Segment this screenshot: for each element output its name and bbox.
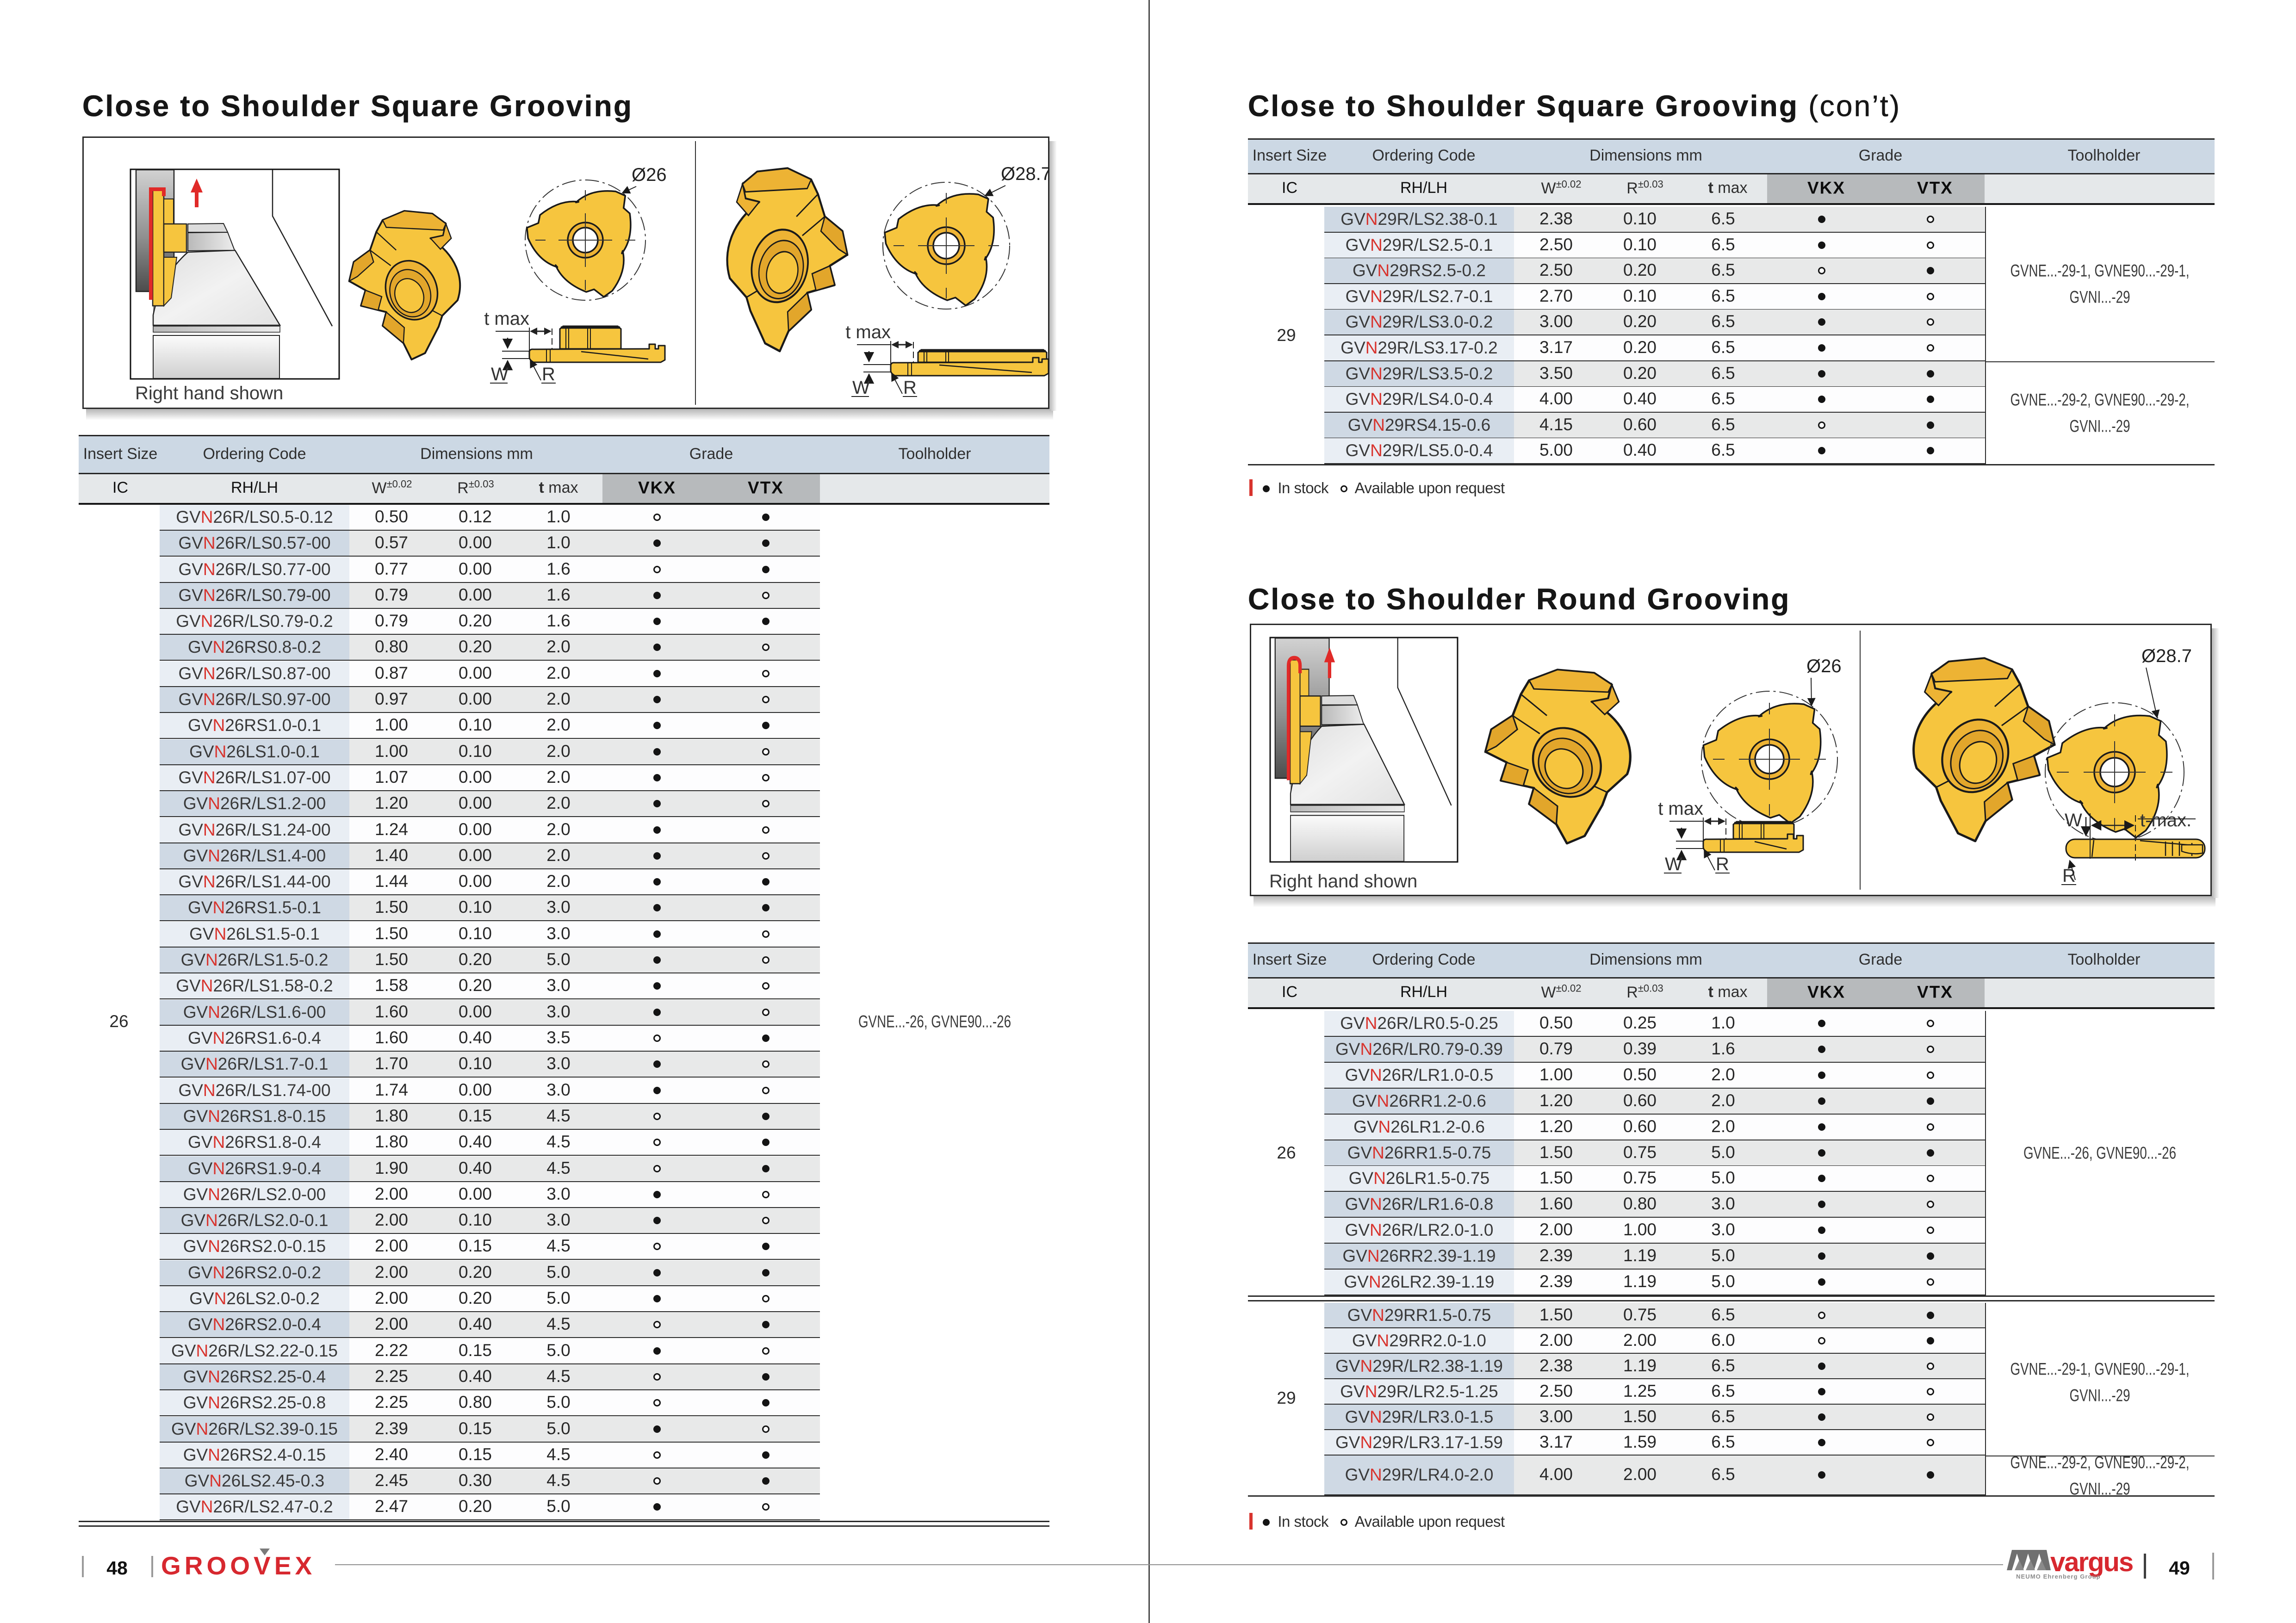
svg-text:W: W <box>852 378 870 398</box>
svg-text:W: W <box>2065 810 2082 830</box>
svg-text:t max: t max <box>845 322 891 342</box>
svg-text:Right hand shown: Right hand shown <box>135 383 283 403</box>
svg-text:Right hand shown: Right hand shown <box>1269 871 1417 892</box>
svg-text:W: W <box>1665 854 1682 874</box>
svg-text:vargus: vargus <box>2050 1547 2133 1577</box>
svg-text:Ø26: Ø26 <box>632 165 667 185</box>
svg-text:R: R <box>2062 866 2076 886</box>
svg-text:W: W <box>491 364 509 384</box>
svg-text:NEUMO Ehrenberg Group: NEUMO Ehrenberg Group <box>2016 1573 2101 1580</box>
svg-text:R: R <box>542 364 555 384</box>
svg-text:Ø28.7: Ø28.7 <box>1001 164 1051 184</box>
svg-text:t max: t max <box>1658 799 1703 819</box>
svg-text:Ø26: Ø26 <box>1806 656 1842 676</box>
svg-text:t-max.: t-max. <box>2140 810 2191 830</box>
svg-text:t max: t max <box>484 309 529 329</box>
svg-text:R: R <box>1716 854 1729 874</box>
svg-text:Ø28.7: Ø28.7 <box>2141 646 2192 666</box>
svg-text:R: R <box>903 378 917 398</box>
